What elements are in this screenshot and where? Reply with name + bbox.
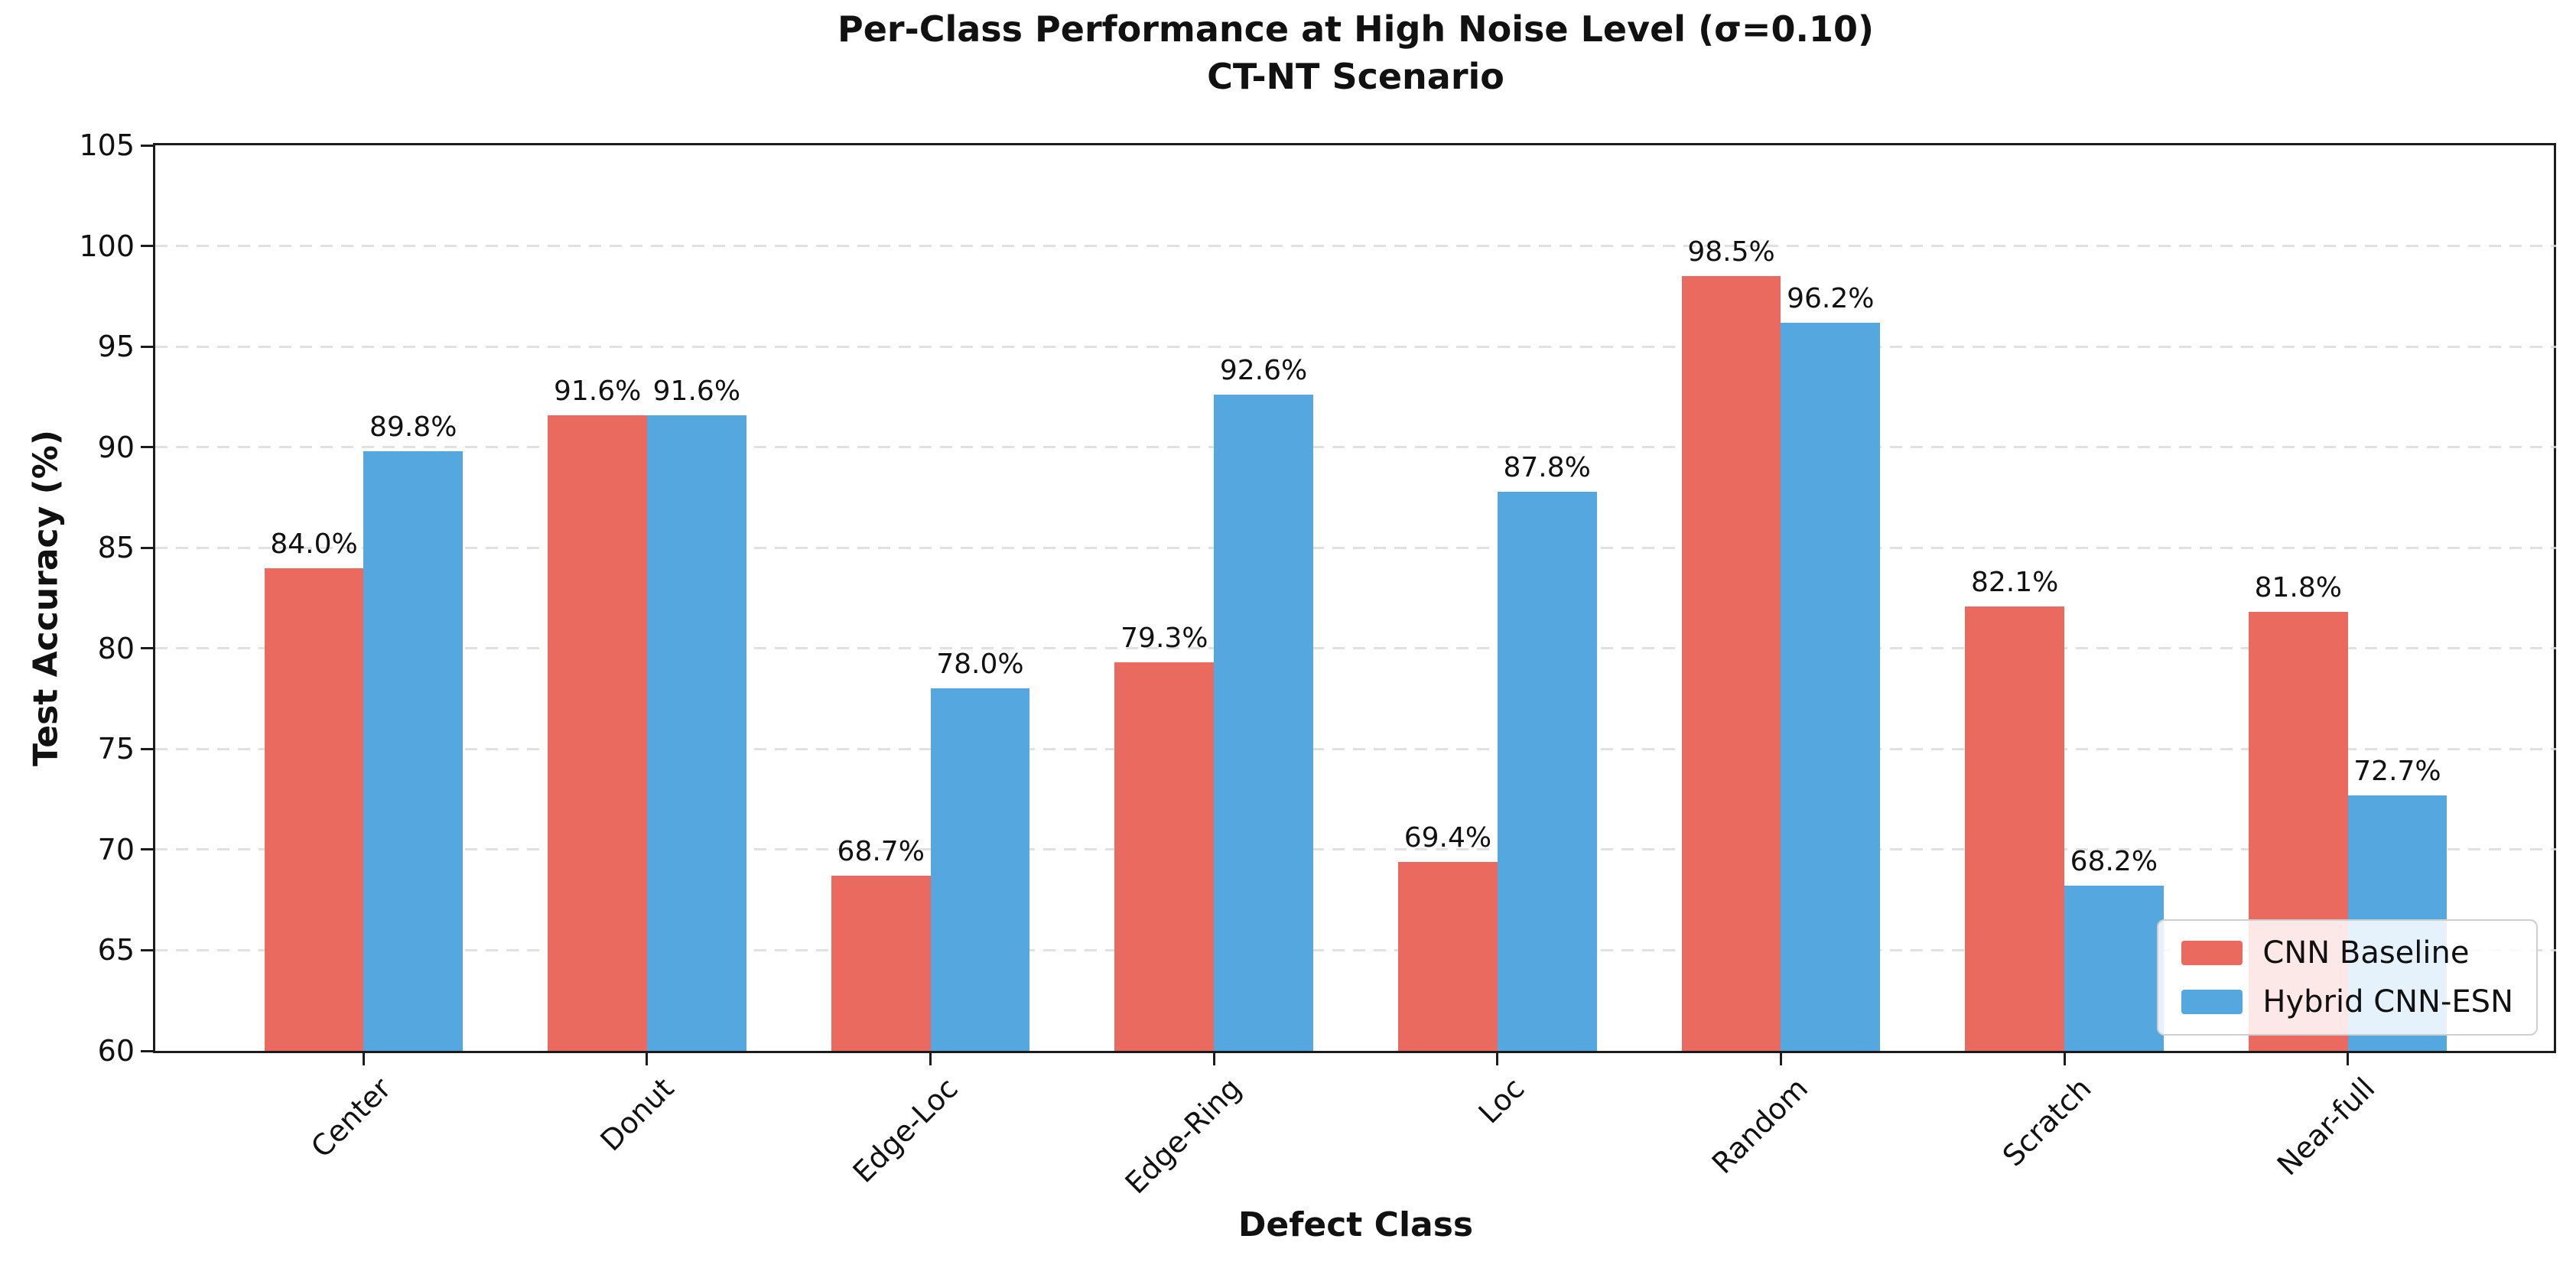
legend-item: CNN Baseline <box>2181 935 2513 971</box>
legend: CNN Baseline Hybrid CNN-ESN <box>2157 919 2538 1036</box>
y-tick <box>141 245 153 248</box>
y-tick-label: 70 <box>97 832 135 867</box>
y-gridline <box>155 948 2556 951</box>
x-tick <box>929 1053 932 1065</box>
chart-subtitle: CT-NT Scenario <box>1207 56 1504 97</box>
y-tick <box>141 848 153 851</box>
y-tick-label: 95 <box>97 330 135 364</box>
bar-value-label: 81.8% <box>2254 572 2342 604</box>
x-axis-title: Defect Class <box>1238 1205 1474 1244</box>
bar-value-label: 91.6% <box>652 375 741 407</box>
y-tick-label: 75 <box>97 732 135 766</box>
y-tick-label: 65 <box>97 933 135 967</box>
y-tick-label: 90 <box>97 430 135 464</box>
y-tick <box>141 144 153 147</box>
bar-hybrid-cnn-esn-donut <box>646 415 746 1051</box>
bar-hybrid-cnn-esn-center <box>363 450 463 1051</box>
bar-cnn-baseline-center <box>264 567 364 1051</box>
y-tick <box>141 546 153 549</box>
bar-cnn-baseline-edge-ring <box>1114 662 1215 1051</box>
x-tick-label: Loc <box>1472 1071 1531 1130</box>
y-gridline <box>155 446 2556 449</box>
bar-value-label: 87.8% <box>1503 451 1591 483</box>
legend-item: Hybrid CNN-ESN <box>2181 984 2513 1020</box>
y-tick <box>141 446 153 449</box>
x-tick-label: Random <box>1705 1071 1815 1181</box>
bar-hybrid-cnn-esn-edge-ring <box>1214 395 1313 1051</box>
y-gridline <box>155 245 2556 248</box>
bar-hybrid-cnn-esn-loc <box>1497 491 1597 1051</box>
x-tick-label: Scratch <box>1996 1071 2098 1173</box>
bar-value-label: 68.2% <box>2070 846 2158 878</box>
legend-label: Hybrid CNN-ESN <box>2262 984 2513 1019</box>
chart-title: Per-Class Performance at High Noise Leve… <box>838 8 1874 50</box>
x-tick-label: Edge-Loc <box>846 1071 964 1189</box>
bar-hybrid-cnn-esn-random <box>1781 322 1881 1051</box>
y-gridline <box>155 747 2556 750</box>
y-tick <box>141 948 153 951</box>
bar-cnn-baseline-edge-loc <box>831 876 931 1051</box>
x-tick <box>362 1053 365 1065</box>
y-tick-label: 100 <box>79 229 135 263</box>
x-tick-label: Donut <box>594 1071 681 1158</box>
bar-value-label: 72.7% <box>2353 755 2441 787</box>
y-tick-label: 80 <box>97 631 135 665</box>
y-tick <box>141 647 153 650</box>
y-tick <box>141 747 153 750</box>
bar-hybrid-cnn-esn-edge-loc <box>930 688 1030 1051</box>
x-tick <box>1496 1053 1499 1065</box>
y-gridline <box>155 546 2556 549</box>
y-tick-label: 60 <box>97 1034 135 1068</box>
bar-cnn-baseline-random <box>1681 276 1781 1051</box>
y-axis-title: Test Accuracy (%) <box>26 430 66 766</box>
bar-value-label: 96.2% <box>1787 282 1875 314</box>
x-tick <box>2063 1053 2066 1065</box>
y-tick-label: 105 <box>79 128 135 162</box>
legend-swatch-hybrid-cnn-esn <box>2181 990 2243 1014</box>
bar-value-label: 79.3% <box>1120 623 1208 655</box>
y-gridline <box>155 647 2556 650</box>
x-tick <box>1779 1053 1782 1065</box>
x-tick-label: Edge-Ring <box>1118 1071 1248 1201</box>
x-tick-label: Center <box>304 1071 398 1165</box>
y-gridline <box>155 848 2556 851</box>
bar-cnn-baseline-loc <box>1398 861 1498 1051</box>
bar-value-label: 69.4% <box>1403 821 1492 854</box>
x-tick <box>646 1053 649 1065</box>
x-tick-label: Near-full <box>2270 1071 2382 1182</box>
bar-value-label: 91.6% <box>553 375 642 407</box>
x-tick <box>1212 1053 1215 1065</box>
bar-value-label: 89.8% <box>369 411 457 443</box>
bar-hybrid-cnn-esn-scratch <box>2064 886 2164 1051</box>
bar-value-label: 68.7% <box>837 836 925 868</box>
bar-value-label: 84.0% <box>270 528 358 560</box>
plot-area <box>153 143 2556 1053</box>
bar-value-label: 92.6% <box>1219 355 1308 387</box>
y-gridline <box>155 345 2556 348</box>
legend-swatch-cnn-baseline <box>2181 941 2243 965</box>
bar-cnn-baseline-scratch <box>1965 606 2064 1051</box>
bar-cnn-baseline-donut <box>548 415 647 1051</box>
x-tick <box>2347 1053 2350 1065</box>
bar-value-label: 98.5% <box>1687 236 1775 268</box>
y-tick <box>141 345 153 348</box>
legend-label: CNN Baseline <box>2262 935 2470 971</box>
bar-value-label: 78.0% <box>936 649 1024 681</box>
y-tick-label: 85 <box>97 531 135 565</box>
y-tick <box>141 1049 153 1052</box>
bar-value-label: 82.1% <box>1970 566 2059 598</box>
